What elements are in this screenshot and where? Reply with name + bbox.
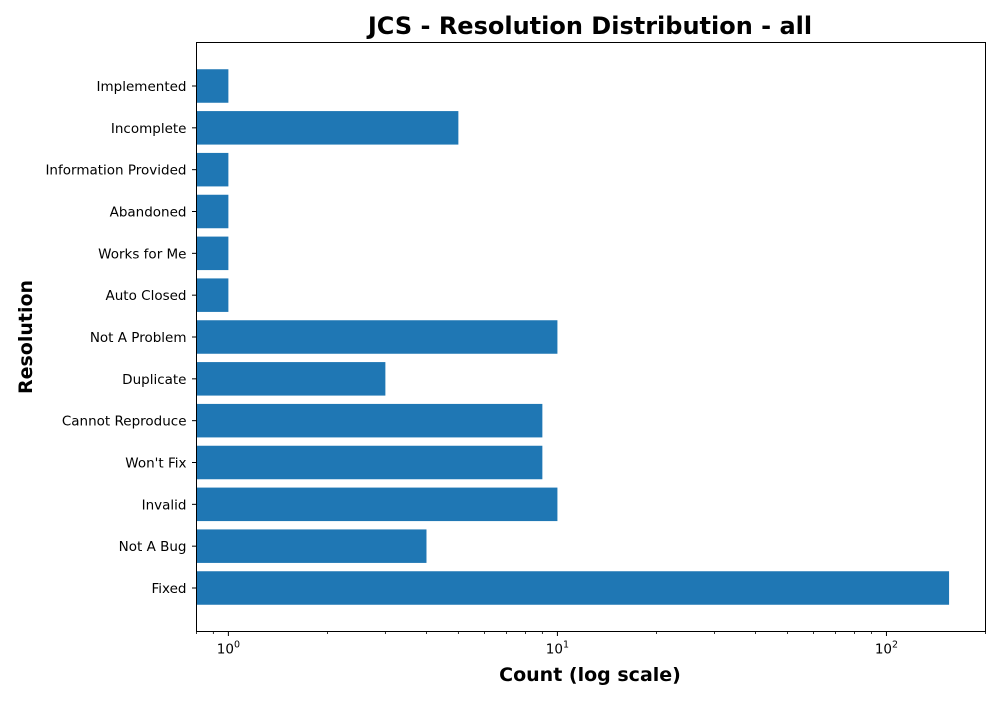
x-axis-ticks: 100 101 102: [196, 631, 986, 658]
chart-title: JCS - Resolution Distribution - all: [366, 12, 812, 40]
y-tick-label: Works for Me: [98, 246, 186, 262]
bar: [196, 320, 558, 354]
bar: [196, 236, 229, 271]
x-axis-label: Count (log scale): [499, 664, 681, 686]
bar: [196, 278, 229, 312]
x-tick-base: 10: [217, 642, 234, 658]
x-tick-exponent: 2: [892, 640, 898, 651]
y-tick-label: Fixed: [152, 581, 187, 597]
x-tick-base: 10: [875, 642, 892, 658]
y-tick-label: Information Provided: [45, 163, 186, 179]
bar: [196, 362, 386, 396]
x-tick-label: 102: [875, 640, 898, 658]
y-tick-label: Abandoned: [110, 205, 187, 221]
x-tick-label: 101: [546, 640, 569, 658]
x-tick-base: 10: [546, 642, 563, 658]
bar: [196, 487, 558, 522]
y-tick-label: Cannot Reproduce: [62, 414, 187, 430]
bar: [196, 194, 229, 229]
y-tick-label: Not A Bug: [119, 539, 187, 555]
y-tick-label: Not A Problem: [90, 330, 187, 346]
bar: [196, 445, 543, 480]
x-tick-exponent: 1: [563, 640, 569, 651]
y-tick-label: Duplicate: [122, 372, 186, 388]
bars-layer: [196, 69, 950, 605]
bar: [196, 529, 427, 563]
x-tick-exponent: 0: [234, 640, 240, 651]
y-axis-label: Resolution: [15, 280, 37, 394]
x-tick-label: 100: [217, 640, 240, 658]
y-tick-label: Invalid: [142, 497, 187, 513]
y-axis-ticks: Implemented Incomplete Information Provide…: [45, 79, 197, 597]
bar: [196, 403, 543, 438]
y-tick-label: Auto Closed: [106, 288, 187, 304]
y-tick-label: Incomplete: [111, 121, 187, 137]
bar: [196, 571, 950, 605]
bar: [196, 111, 459, 145]
y-tick-label: Won't Fix: [125, 456, 186, 472]
plot-frame: [196, 42, 986, 632]
bar: [196, 69, 229, 103]
y-tick-label: Implemented: [97, 79, 187, 95]
bar: [196, 152, 229, 187]
